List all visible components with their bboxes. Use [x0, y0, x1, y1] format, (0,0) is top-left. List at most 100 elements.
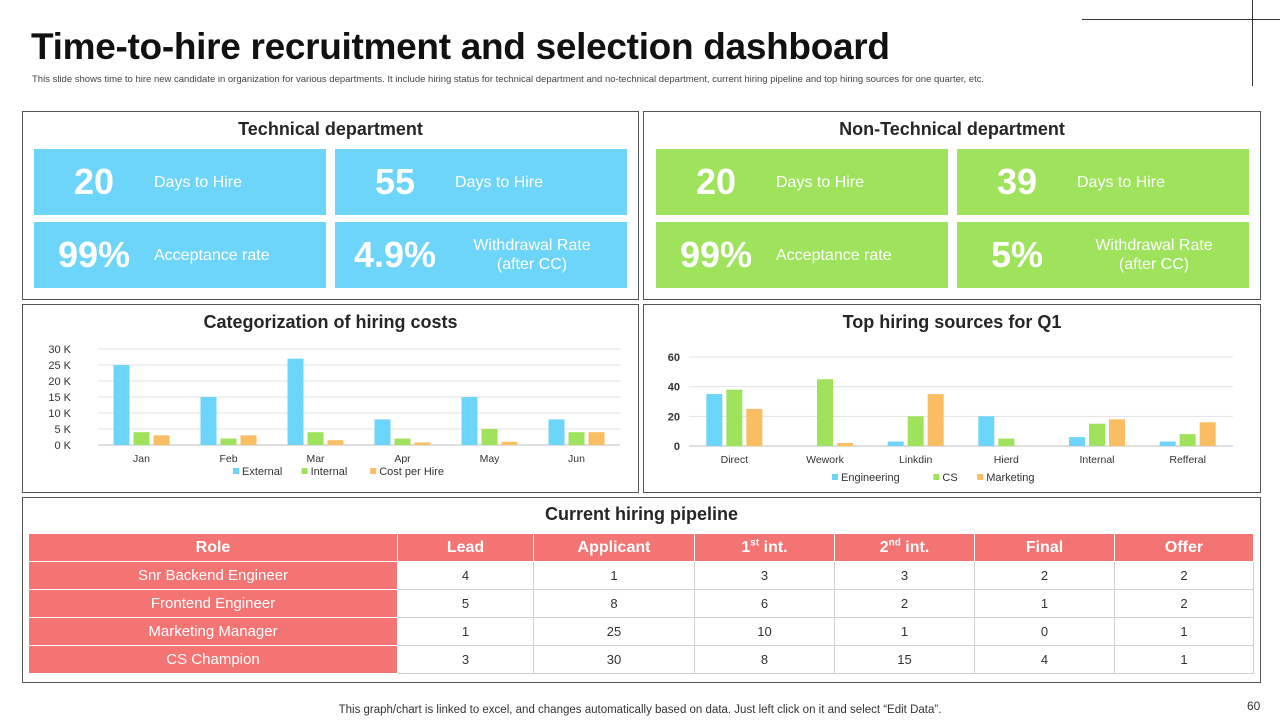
cell-applicant: 8	[533, 589, 695, 618]
kpi-value: 99%	[679, 234, 753, 275]
cell-first-interview: 6	[694, 589, 835, 618]
x-tick-label: Jun	[568, 453, 585, 465]
kpi-label: Days to Hire	[1077, 173, 1166, 191]
nontech-withdrawal-rate-card: 5% Withdrawal Rate (after CC)	[957, 222, 1249, 288]
bar-cs	[907, 416, 924, 446]
kpi-value: 20	[73, 161, 115, 202]
kpi-value: 4.9%	[353, 234, 437, 275]
bar-cs	[726, 389, 743, 446]
tech-acceptance-rate-card: 99% Acceptance rate	[34, 222, 326, 288]
cell-second-interview: 15	[834, 645, 975, 674]
bar-internal	[481, 429, 498, 445]
bar-engineering	[887, 441, 904, 446]
kpi-label-line1: Withdrawal Rate	[1095, 237, 1213, 254]
kpi-label-line1: Withdrawal Rate	[473, 237, 591, 254]
header-lead[interactable]: Lead	[397, 533, 534, 562]
cell-lead: 4	[397, 561, 534, 590]
cell-final: 2	[974, 561, 1115, 590]
header-applicant[interactable]: Applicant	[533, 533, 695, 562]
bar-engineering	[1159, 441, 1176, 446]
y-tick-label: 40	[668, 382, 680, 394]
y-tick-label: 15 K	[48, 392, 71, 404]
legend-label: CS	[942, 472, 957, 484]
hiring-sources-chart-title: Top hiring sources for Q1	[842, 312, 1062, 332]
header-final[interactable]: Final	[974, 533, 1115, 562]
bar-engineering	[978, 416, 995, 446]
header-second-suffix: int.	[900, 538, 930, 556]
cell-final: 0	[974, 617, 1115, 646]
cell-first-interview: 8	[694, 645, 835, 674]
kpi-label: Days to Hire	[154, 173, 243, 191]
x-tick-label: Wework	[806, 454, 844, 466]
cell-second-interview: 3	[834, 561, 975, 590]
legend-swatch	[933, 474, 940, 480]
x-tick-label: Refferal	[1169, 454, 1206, 466]
nontech-days-to-hire-card: 20 Days to Hire	[656, 149, 948, 215]
bar-external	[200, 397, 217, 445]
technical-department-panel: Technical department 20 Days to Hire 55 …	[22, 111, 639, 300]
page-number: 60	[1247, 699, 1261, 713]
cell-offer: 1	[1114, 645, 1254, 674]
cell-applicant: 25	[533, 617, 695, 646]
hiring-costs-panel: Categorization of hiring costs 0 K 5 K 10 …	[22, 304, 639, 493]
bar-internal	[133, 432, 150, 445]
table-header-row: Role Lead Applicant 1st int. 2nd int. Fi…	[28, 533, 1254, 562]
hiring-sources-chart[interactable]: 0 20 40 60 Direct Wework Linkdin Hierd Internal R…	[644, 339, 1260, 491]
bar-engineering	[1069, 437, 1085, 446]
bar-engineering	[706, 394, 723, 446]
bar-marketing	[1109, 419, 1125, 446]
header-first-interview[interactable]: 1st int.	[694, 533, 835, 562]
x-tick-label: Mar	[306, 453, 325, 465]
kpi-value: 5%	[990, 234, 1044, 275]
header-role[interactable]: Role	[28, 533, 398, 562]
technical-department-title: Technical department	[238, 119, 423, 139]
y-tick-label: 5 K	[54, 424, 71, 436]
bar-cost-per-hire	[501, 441, 518, 445]
cell-final: 4	[974, 645, 1115, 674]
y-tick-label: 60	[668, 352, 680, 364]
legend-swatch	[370, 468, 377, 474]
y-tick-label: 20 K	[48, 376, 71, 388]
legend-label: Marketing	[986, 472, 1034, 484]
bar-cost-per-hire	[588, 432, 605, 445]
legend-swatch	[977, 474, 984, 480]
table-row: Snr Backend Engineer 4 1 3 3 2 2	[28, 561, 1254, 590]
cell-first-interview: 10	[694, 617, 835, 646]
hiring-costs-chart[interactable]: 0 K 5 K 10 K 15 K 20 K 25 K 30 K Jan Feb Mar Apr Ma…	[23, 339, 638, 491]
legend-swatch	[233, 468, 239, 474]
kpi-value: 99%	[57, 234, 131, 275]
x-tick-label: Internal	[1079, 454, 1114, 466]
bar-cost-per-hire	[153, 435, 170, 445]
cell-second-interview: 2	[834, 589, 975, 618]
legend-label: External	[242, 466, 282, 478]
cell-role: CS Champion	[28, 645, 398, 674]
nontech-acceptance-rate-card: 99% Acceptance rate	[656, 222, 948, 288]
x-tick-label: Direct	[721, 454, 749, 466]
kpi-label-line2: (after CC)	[1118, 256, 1190, 273]
y-tick-label: 30 K	[48, 344, 71, 356]
legend-label: Internal	[311, 466, 348, 478]
cell-final: 1	[974, 589, 1115, 618]
bar-internal	[307, 432, 324, 445]
kpi-label-line2: (after CC)	[496, 256, 568, 273]
tech-days-to-hire-card-2: 55 Days to Hire	[335, 149, 627, 215]
header-second-interview[interactable]: 2nd int.	[834, 533, 975, 562]
legend-label: Cost per Hire	[379, 466, 444, 478]
y-tick-label: 0 K	[54, 440, 71, 452]
kpi-label: Withdrawal Rate (after CC)	[1077, 236, 1249, 274]
bar-internal	[568, 432, 585, 445]
page-subtitle: This slide shows time to hire new candid…	[32, 74, 985, 85]
bar-internal	[394, 438, 411, 445]
y-tick-label: 25 K	[48, 360, 71, 372]
bar-external	[113, 365, 130, 445]
kpi-label: Days to Hire	[455, 173, 544, 191]
bar-marketing	[927, 394, 944, 446]
bar-cs	[817, 379, 833, 446]
bar-cs	[998, 438, 1015, 446]
x-tick-label: Feb	[219, 453, 237, 465]
header-offer[interactable]: Offer	[1114, 533, 1254, 562]
y-tick-label: 10 K	[48, 408, 71, 420]
bar-cost-per-hire	[327, 440, 344, 445]
cell-lead: 3	[397, 645, 534, 674]
corner-line-vertical	[1252, 0, 1253, 86]
